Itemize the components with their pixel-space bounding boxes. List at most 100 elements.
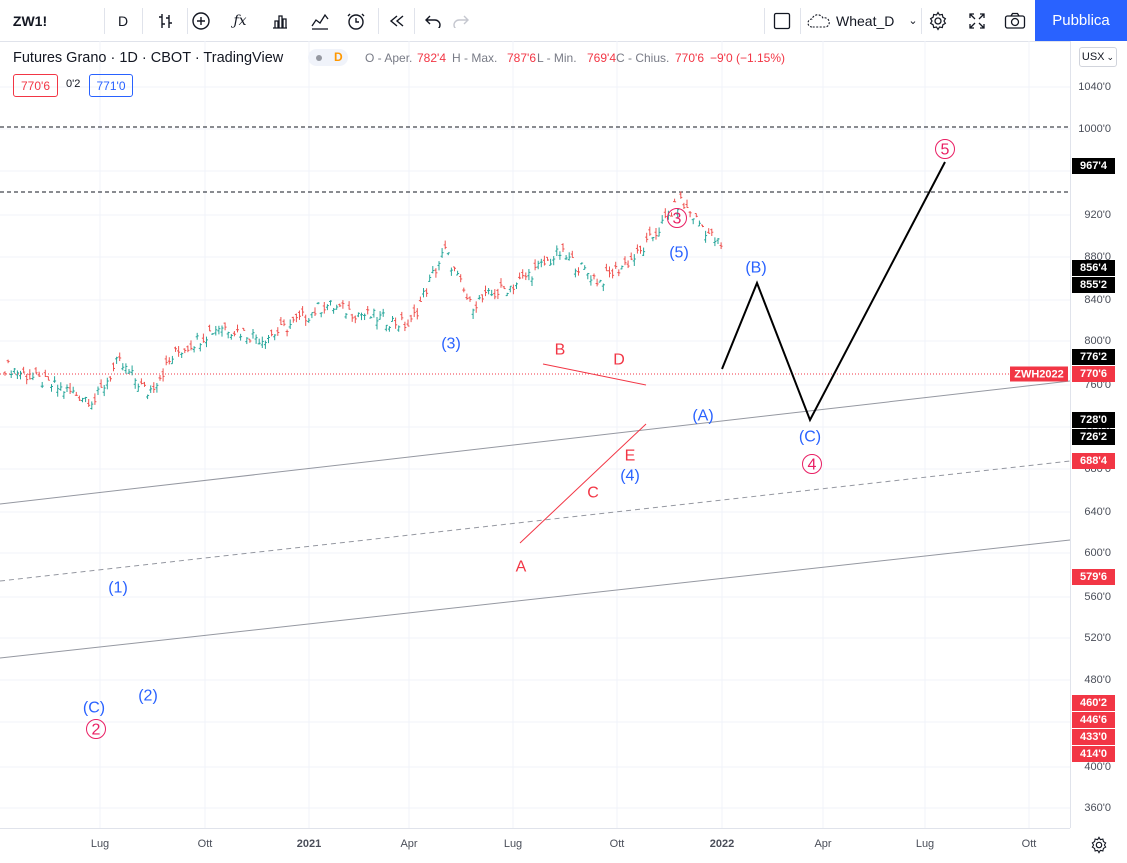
spread-value: 0'2 bbox=[66, 78, 81, 90]
replay-icon[interactable] bbox=[382, 0, 412, 41]
wave-label: (3) bbox=[441, 336, 461, 353]
time-tick-label: Ott bbox=[1021, 838, 1037, 850]
price-label: 728'0 bbox=[1072, 412, 1115, 428]
symbol-title: Futures Grano · 1D · CBOT · TradingView bbox=[13, 50, 284, 66]
wave-label: (B) bbox=[745, 260, 766, 277]
publish-button[interactable]: Pubblica bbox=[1035, 0, 1127, 41]
price-tick-label: 360'0 bbox=[1084, 802, 1111, 814]
fx-icon[interactable]: ƒx bbox=[233, 12, 247, 29]
time-tick-label: 2021 bbox=[296, 838, 322, 850]
time-axis[interactable]: Lug Ott 2021 Apr Lug Ott 2022 Apr Lug Ott bbox=[0, 828, 1070, 863]
fullscreen-icon[interactable] bbox=[962, 0, 992, 41]
cloud-icon bbox=[807, 13, 830, 28]
wave-label: (C) bbox=[83, 700, 105, 717]
price-tick-label: 640'0 bbox=[1084, 506, 1111, 518]
currency-selector[interactable]: USX ⌄ bbox=[1079, 47, 1117, 67]
symbol-price-tag: ZWH2022 bbox=[1010, 366, 1068, 382]
undo-icon[interactable] bbox=[418, 0, 448, 41]
price-label: 460'2 bbox=[1072, 695, 1115, 711]
candles-icon[interactable] bbox=[303, 0, 337, 41]
triangle-lower-line bbox=[519, 423, 647, 544]
price-tick-label: 840'0 bbox=[1084, 294, 1111, 306]
price-axis[interactable]: USX⌄ 1040'01000'0960'0920'0880'0840'0800… bbox=[1070, 41, 1127, 828]
price-tick-label: 520'0 bbox=[1084, 632, 1111, 644]
wave-label: C bbox=[587, 485, 599, 502]
wave-label: (4) bbox=[620, 468, 640, 485]
close-label: C - Chius. bbox=[616, 51, 670, 65]
camera-icon[interactable] bbox=[1000, 0, 1030, 41]
wave-label: (A) bbox=[692, 408, 713, 425]
channel-upper-line bbox=[0, 380, 1070, 505]
open-label: O - Aper. bbox=[365, 51, 413, 65]
wave-label: D bbox=[613, 352, 625, 369]
channel-lower-line bbox=[0, 539, 1070, 659]
wave-label: A bbox=[516, 559, 527, 576]
triangle-upper-line bbox=[542, 363, 647, 386]
price-tick-label: 600'0 bbox=[1084, 547, 1111, 559]
high-value: 787'6 bbox=[507, 51, 536, 65]
price-label: 688'4 bbox=[1072, 453, 1115, 469]
bid-price[interactable]: 770'6 bbox=[13, 74, 58, 97]
wave-label: (C) bbox=[799, 429, 821, 446]
delay-badge-label: D bbox=[334, 50, 343, 64]
ask-price[interactable]: 771'0 bbox=[89, 74, 133, 97]
symbol-search-button[interactable]: ZW1! bbox=[12, 12, 48, 29]
wave-label: 3 bbox=[673, 211, 682, 228]
toolbar-divider bbox=[142, 8, 143, 34]
chart-settings-icon[interactable] bbox=[1086, 832, 1112, 858]
bar-style-icon[interactable] bbox=[148, 0, 184, 41]
toolbar-divider bbox=[104, 8, 105, 34]
wave-circle-icon bbox=[86, 719, 106, 739]
wave-circle-icon bbox=[667, 208, 687, 228]
price-tick-label: 480'0 bbox=[1084, 674, 1111, 686]
price-label: 856'4 bbox=[1072, 260, 1115, 276]
alert-icon[interactable] bbox=[340, 0, 374, 41]
wave-circle-icon bbox=[935, 139, 955, 159]
time-tick-label: 2022 bbox=[709, 838, 735, 850]
wave-label: 5 bbox=[941, 142, 950, 159]
time-tick-label: Lug bbox=[503, 838, 523, 850]
wave-label: (1) bbox=[108, 580, 128, 597]
layout-name: Wheat_D bbox=[836, 12, 895, 29]
top-toolbar: ZW1! D ƒx Wheat_D ⌄ bbox=[0, 0, 1127, 42]
wave-label: E bbox=[625, 448, 636, 465]
price-tick-label: 400'0 bbox=[1084, 761, 1111, 773]
layout-square-icon[interactable] bbox=[768, 0, 796, 41]
toolbar-divider bbox=[764, 8, 765, 34]
chevron-down-icon: ⌄ bbox=[908, 15, 918, 27]
toolbar-divider bbox=[414, 8, 415, 34]
price-label: 414'0 bbox=[1072, 746, 1115, 762]
time-tick-label: Ott bbox=[609, 838, 625, 850]
price-tick-label: 800'0 bbox=[1084, 335, 1111, 347]
time-tick-label: Lug bbox=[915, 838, 935, 850]
time-tick-label: Lug bbox=[90, 838, 110, 850]
interval-button[interactable]: D bbox=[117, 12, 129, 29]
settings-icon[interactable] bbox=[924, 0, 952, 41]
chart-compare-icon[interactable] bbox=[263, 0, 297, 41]
toolbar-divider bbox=[378, 8, 379, 34]
wave-label: 2 bbox=[92, 722, 101, 739]
chart-canvas[interactable]: (C) 2 (1) (2) (3) A B C D E (4) 3 (5) (A) (B) (C) 4 5 bbox=[0, 41, 1070, 828]
high-label: H - Max. bbox=[452, 51, 498, 65]
wave-circle-icon bbox=[802, 454, 822, 474]
price-tick-label: 560'0 bbox=[1084, 591, 1111, 603]
currency-label: USX bbox=[1081, 51, 1105, 63]
indicator-add-icon[interactable] bbox=[186, 0, 216, 41]
wave-label: (2) bbox=[138, 688, 158, 705]
price-label: 433'0 bbox=[1072, 729, 1115, 745]
layout-name-button[interactable]: Wheat_D ⌄ bbox=[806, 0, 918, 41]
wave-label: (5) bbox=[669, 245, 689, 262]
low-value: 769'4 bbox=[587, 51, 616, 65]
redo-icon[interactable] bbox=[446, 0, 476, 41]
price-label: 579'6 bbox=[1072, 569, 1115, 585]
low-label: L - Min. bbox=[537, 51, 577, 65]
price-tick-label: 920'0 bbox=[1084, 209, 1111, 221]
time-tick-label: Apr bbox=[400, 838, 418, 850]
chart-legend: Futures Grano · 1D · CBOT · TradingView bbox=[13, 48, 283, 68]
close-value: 770'6 bbox=[675, 51, 704, 65]
delay-badge: D bbox=[308, 49, 348, 66]
chevron-down-icon: ⌄ bbox=[1106, 51, 1115, 62]
price-label: 770'6 bbox=[1072, 366, 1115, 382]
channel-mid-line bbox=[0, 460, 1070, 582]
change-value: −9'0 (−1.15%) bbox=[710, 51, 786, 65]
